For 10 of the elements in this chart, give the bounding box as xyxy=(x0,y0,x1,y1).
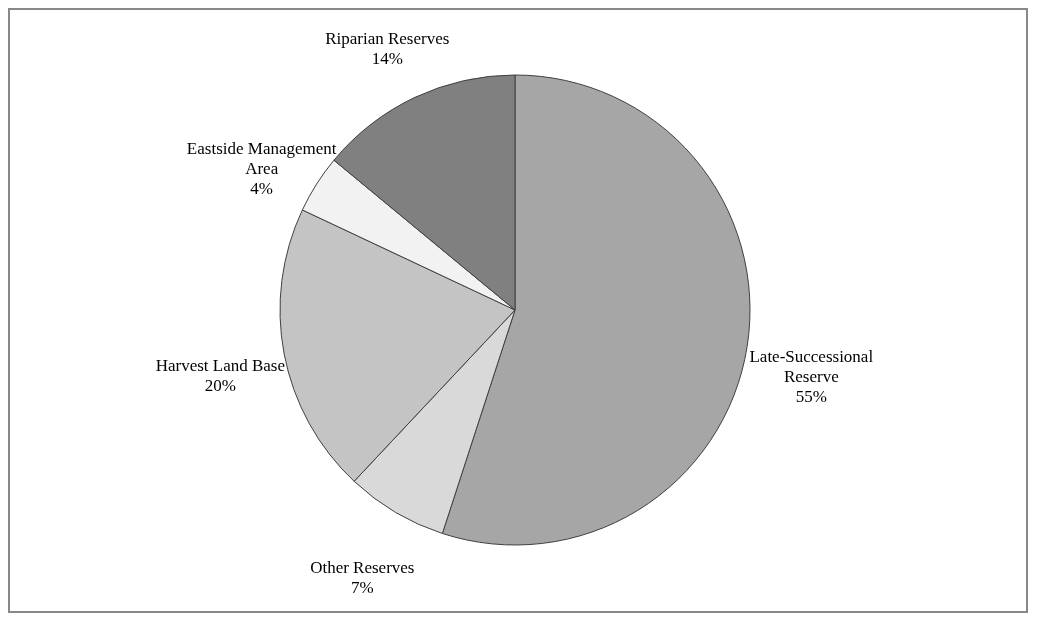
slice-label: Eastside Management Area xyxy=(186,139,337,179)
slice-label: Riparian Reserves xyxy=(325,28,450,48)
data-label: 14% xyxy=(371,48,403,68)
slice-label: Other Reserves xyxy=(310,558,415,578)
slice-label: Late-Successional Reserve xyxy=(749,346,874,386)
data-label: 4% xyxy=(250,179,274,199)
data-label: 55% xyxy=(795,386,827,406)
data-label: 7% xyxy=(350,578,374,598)
slice-label: Harvest Land Base xyxy=(155,356,285,376)
data-label: 20% xyxy=(204,376,236,396)
